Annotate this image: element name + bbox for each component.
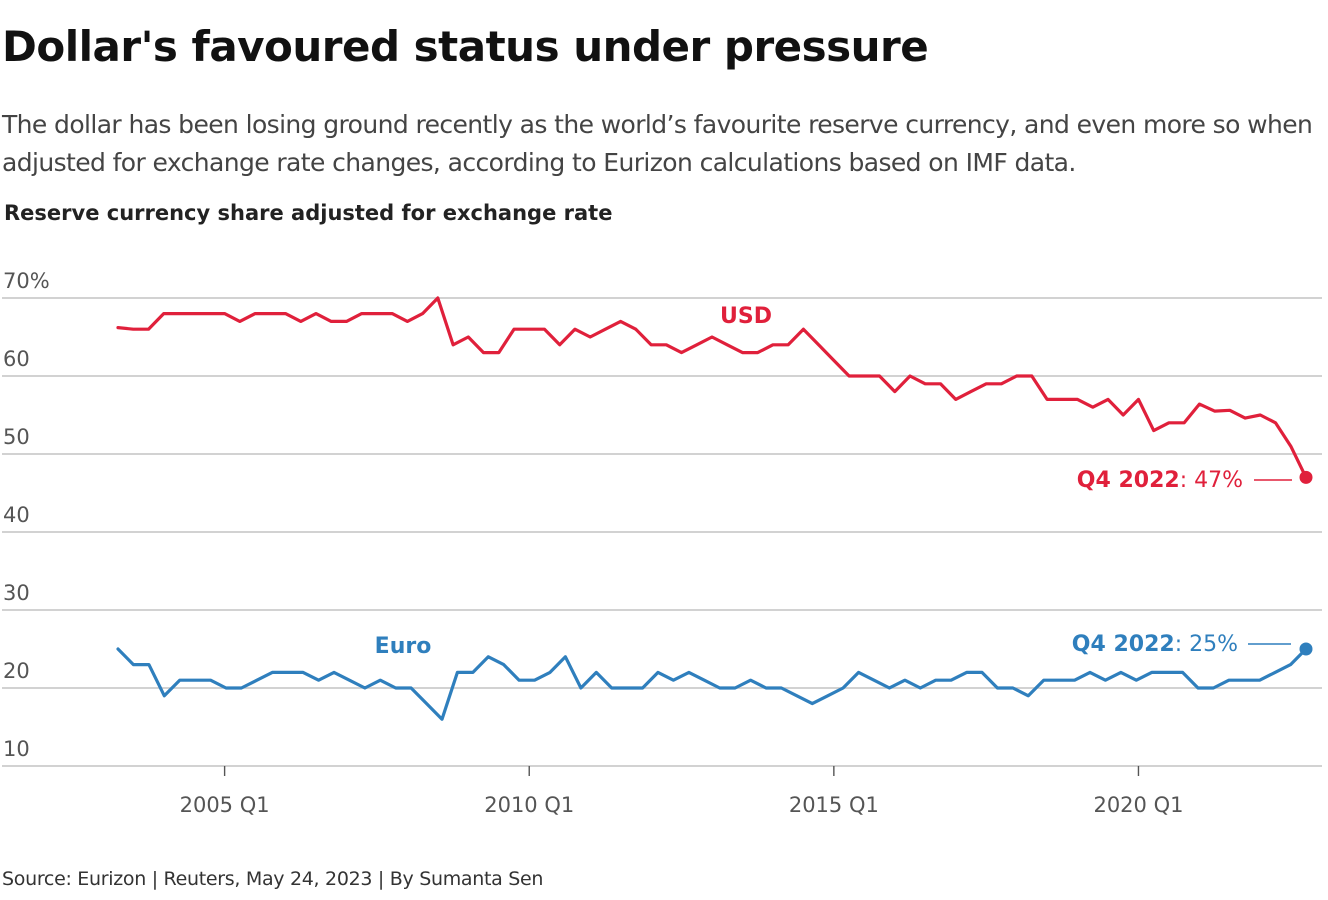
end-point-euro — [1299, 642, 1313, 656]
page-title: Dollar's favoured status under pressure — [2, 22, 929, 71]
x-tick-label: 2010 Q1 — [484, 793, 574, 817]
annotation-usd-value: : 47% — [1180, 468, 1243, 493]
chart-title: Reserve currency share adjusted for exch… — [4, 201, 613, 225]
x-tick-label: 2005 Q1 — [180, 793, 270, 817]
end-point-usd — [1299, 470, 1313, 484]
annotation-euro-value: : 25% — [1175, 632, 1238, 657]
page-subtitle: The dollar has been losing ground recent… — [2, 110, 1313, 177]
line-chart: 10 20 30 40 50 60 70% 2005 Q1 2010 Q1 2015 Q1 202… — [2, 269, 1322, 817]
series-label-usd: USD — [720, 304, 772, 329]
y-tick-label: 20 — [3, 659, 30, 683]
grid-lines — [2, 297, 1322, 767]
y-tick-label: 10 — [3, 737, 30, 761]
annotation-euro-label: Q4 2022 — [1072, 632, 1175, 657]
end-annotations: Q4 2022: 47% Q4 2022: 25% — [1072, 468, 1292, 657]
source-note: Source: Eurizon | Reuters, May 24, 2023 … — [2, 868, 544, 890]
series-lines — [116, 296, 1313, 721]
series-label-euro: Euro — [375, 634, 432, 659]
y-tick-label: 70% — [3, 269, 50, 293]
x-tick-label: 2020 Q1 — [1093, 793, 1183, 817]
series-line-usd — [116, 296, 1308, 479]
y-tick-label: 30 — [3, 581, 30, 605]
x-axis: 2005 Q1 2010 Q1 2015 Q1 2020 Q1 — [180, 766, 1183, 817]
annotation-usd: Q4 2022: 47% — [1077, 468, 1243, 493]
series-labels: USD Euro — [375, 304, 772, 659]
x-tick-label: 2015 Q1 — [789, 793, 879, 817]
annotation-euro: Q4 2022: 25% — [1072, 632, 1238, 657]
y-tick-label: 60 — [3, 347, 30, 371]
y-tick-label: 40 — [3, 503, 30, 527]
annotation-usd-label: Q4 2022 — [1077, 468, 1180, 493]
y-axis-ticks: 10 20 30 40 50 60 70% — [3, 269, 50, 761]
series-line-euro — [116, 647, 1308, 721]
y-tick-label: 50 — [3, 425, 30, 449]
